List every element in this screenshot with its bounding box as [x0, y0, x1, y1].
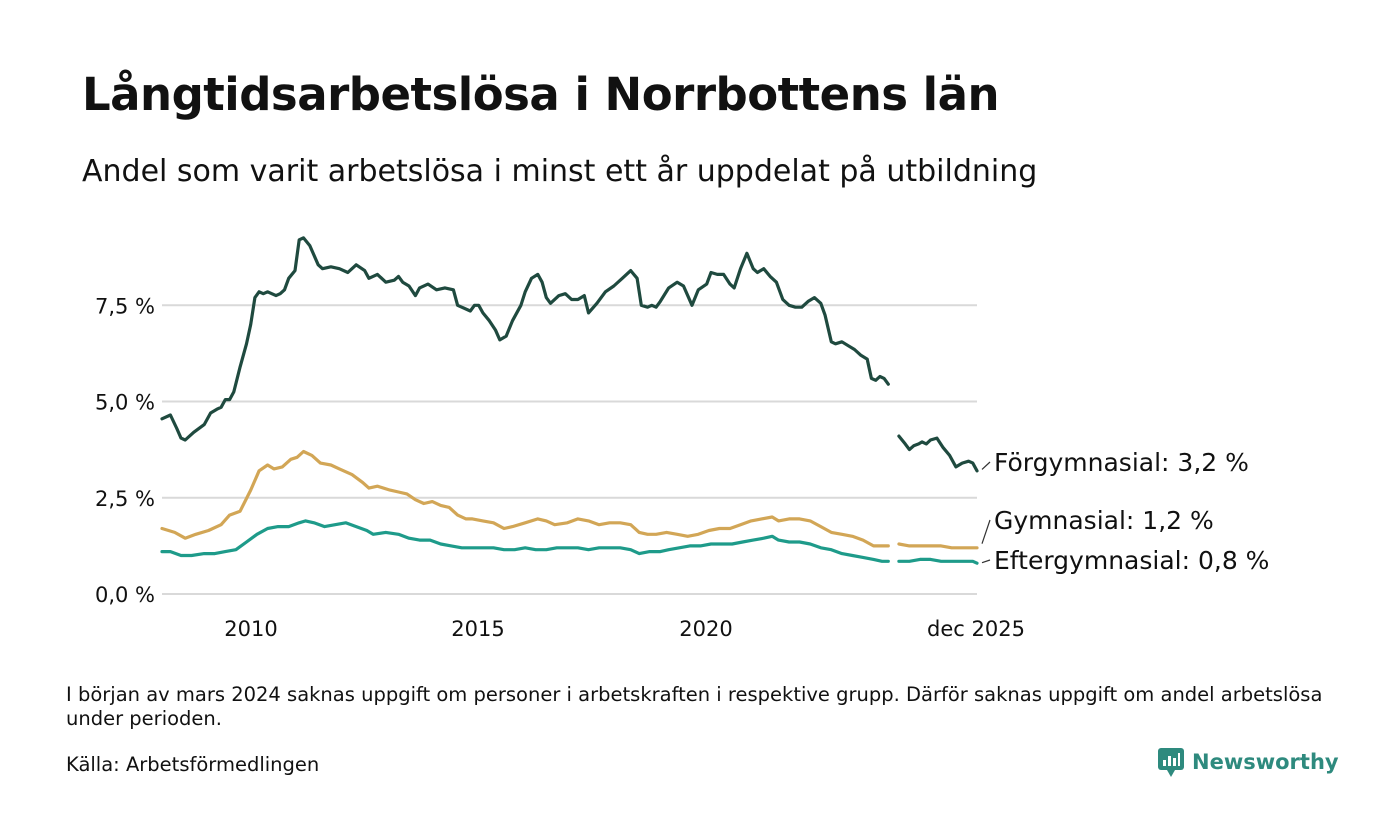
leader-line-förgymnasial: [981, 461, 991, 470]
y-tick-label-2: 5,0 %: [95, 391, 155, 415]
source-credit: Källa: Arbetsförmedlingen: [66, 753, 320, 776]
series-line-förgymnasial: [160, 236, 979, 473]
leader-line-eftergymnasial: [981, 559, 991, 564]
x-tick-label-2: 2020: [679, 617, 732, 641]
footnote: I början av mars 2024 saknas uppgift om …: [66, 683, 1323, 730]
leader-line-gymnasial: [981, 519, 991, 544]
brand[interactable]: Newsworthy: [1158, 746, 1339, 778]
line-chart: 0,0 % 2,5 % 5,0 % 7,5 % 2010 2015 2020 dec 202…: [95, 236, 1269, 641]
end-labels: Förgymnasial: 3,2 % Gymnasial: 1,2 % Efter…: [981, 448, 1269, 575]
y-axis-ticks: 0,0 % 2,5 % 5,0 % 7,5 %: [95, 294, 155, 607]
end-label-förgymnasial: Förgymnasial: 3,2 %: [994, 448, 1249, 477]
y-tick-label-0: 0,0 %: [95, 583, 155, 607]
series-line-eftergymnasial: [160, 519, 979, 565]
newsworthy-logo-icon: [1158, 748, 1184, 777]
x-tick-label-1: 2015: [451, 617, 504, 641]
chart-title: Långtidsarbetslösa i Norrbottens län: [82, 68, 1000, 121]
x-axis-ticks: 2010 2015 2020 dec 2025: [224, 617, 1025, 641]
gridlines: [162, 304, 977, 595]
y-tick-label-1: 2,5 %: [95, 487, 155, 511]
x-tick-label-0: 2010: [224, 617, 277, 641]
series-line-gymnasial: [160, 449, 979, 550]
chart-subtitle: Andel som varit arbetslösa i minst ett å…: [82, 154, 1038, 189]
x-tick-label-3: dec 2025: [927, 617, 1025, 641]
end-label-gymnasial: Gymnasial: 1,2 %: [994, 506, 1214, 535]
brand-name: Newsworthy: [1192, 750, 1339, 774]
y-tick-label-3: 7,5 %: [95, 294, 155, 318]
end-label-eftergymnasial: Eftergymnasial: 0,8 %: [994, 546, 1269, 575]
series-lines: [160, 236, 979, 565]
